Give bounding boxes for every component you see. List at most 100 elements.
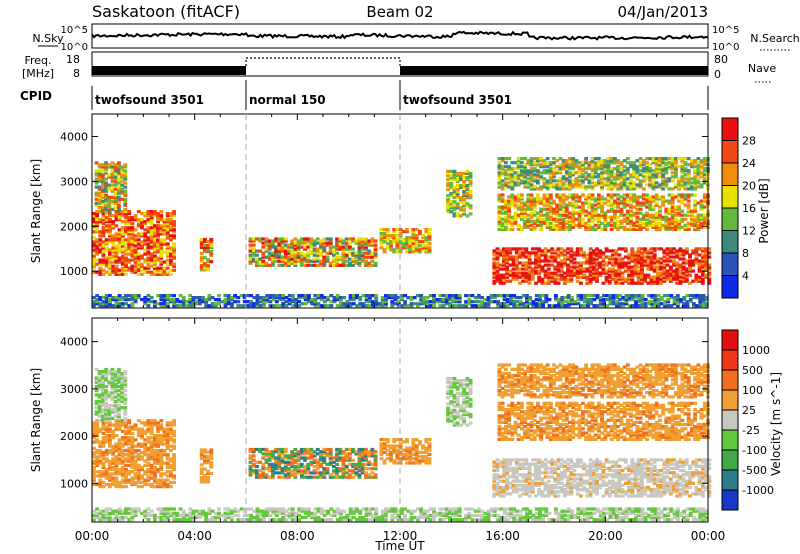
velocity-cell (114, 465, 119, 470)
power-cell (527, 257, 532, 261)
power-cell (143, 242, 148, 246)
velocity-cell (120, 438, 125, 442)
power-cell (568, 193, 572, 197)
velocity-cell (127, 453, 132, 457)
power-cell (459, 171, 463, 175)
power-cell (271, 257, 275, 261)
power-cell (111, 266, 116, 270)
power-cell (510, 169, 515, 173)
power-cell (252, 302, 257, 306)
power-cell (309, 263, 314, 267)
velocity-cell (108, 474, 112, 478)
power-cell (614, 273, 619, 277)
power-cell (636, 257, 641, 261)
power-cell (414, 244, 419, 248)
power-cell (590, 177, 595, 181)
power-cell (558, 179, 563, 183)
power-cell (586, 298, 590, 302)
power-cell (600, 173, 605, 177)
power-cell (510, 167, 515, 171)
power-cell (536, 159, 540, 163)
power-cell (95, 270, 100, 274)
power-cell (587, 173, 592, 177)
power-cell (290, 239, 295, 243)
power-cell (559, 247, 564, 251)
power-cell (684, 269, 689, 273)
velocity-cell (169, 431, 173, 436)
power-cell (92, 220, 96, 224)
power-cell (149, 300, 154, 304)
power-cell (133, 252, 138, 256)
power-cell (133, 264, 138, 268)
power-cell (536, 161, 540, 165)
power-cell (159, 302, 164, 306)
power-cell (529, 167, 534, 171)
power-cell (290, 261, 295, 265)
power-cell (341, 249, 346, 253)
power-cell (497, 199, 502, 203)
power-cell (691, 279, 696, 283)
power-cell (590, 203, 595, 207)
power-cell (690, 193, 694, 197)
power-cell (595, 255, 599, 259)
power-cell (588, 253, 593, 257)
power-cell (590, 193, 595, 197)
power-cell (632, 193, 637, 197)
power-cell (652, 257, 657, 261)
velocity-cell (120, 485, 125, 489)
power-cell (665, 273, 670, 277)
power-cell (500, 197, 505, 201)
power-cell (656, 304, 661, 308)
power-cell (603, 215, 608, 219)
power-cell (539, 219, 544, 223)
power-cell (133, 260, 138, 264)
velocity-cell (127, 478, 132, 482)
power-cell (659, 247, 664, 251)
power-cell (153, 260, 157, 264)
power-cell (513, 213, 518, 217)
power-cell (446, 202, 451, 206)
power-cell (136, 260, 141, 264)
power-cell (114, 264, 119, 268)
velocity-cell (101, 457, 106, 461)
colorbar-swatch (722, 275, 738, 299)
power-cell (414, 242, 419, 246)
power-cell (514, 263, 519, 267)
power-cell (120, 173, 125, 177)
power-cell (661, 179, 666, 183)
power-cell (149, 264, 154, 268)
power-cell (107, 203, 112, 207)
power-cell (418, 232, 422, 236)
power-cell (620, 275, 625, 279)
power-cell (629, 219, 633, 223)
power-cell (598, 251, 603, 255)
power-cell (508, 263, 513, 267)
power-cell (268, 296, 273, 300)
power-cell (94, 203, 99, 207)
power-cell (604, 271, 609, 275)
power-cell (532, 157, 537, 161)
power-cell (309, 243, 314, 247)
power-cell (537, 253, 542, 257)
power-cell (516, 159, 521, 163)
power-cell (338, 257, 343, 261)
power-cell (94, 201, 99, 205)
power-cell (191, 298, 196, 302)
power-cell (159, 224, 164, 228)
power-cell (136, 242, 141, 246)
velocity-cell (140, 468, 144, 472)
power-cell (611, 296, 616, 300)
power-cell (672, 302, 677, 306)
power-cell (203, 237, 207, 242)
power-cell (618, 298, 623, 302)
power-cell (620, 257, 625, 261)
power-cell (670, 179, 675, 183)
power-cell (658, 225, 662, 229)
power-cell (515, 300, 520, 304)
power-cell (95, 262, 100, 266)
velocity-cell (130, 465, 135, 470)
power-cell (696, 215, 701, 219)
power-cell (516, 167, 521, 171)
power-cell (459, 198, 463, 202)
power-cell (153, 266, 157, 270)
